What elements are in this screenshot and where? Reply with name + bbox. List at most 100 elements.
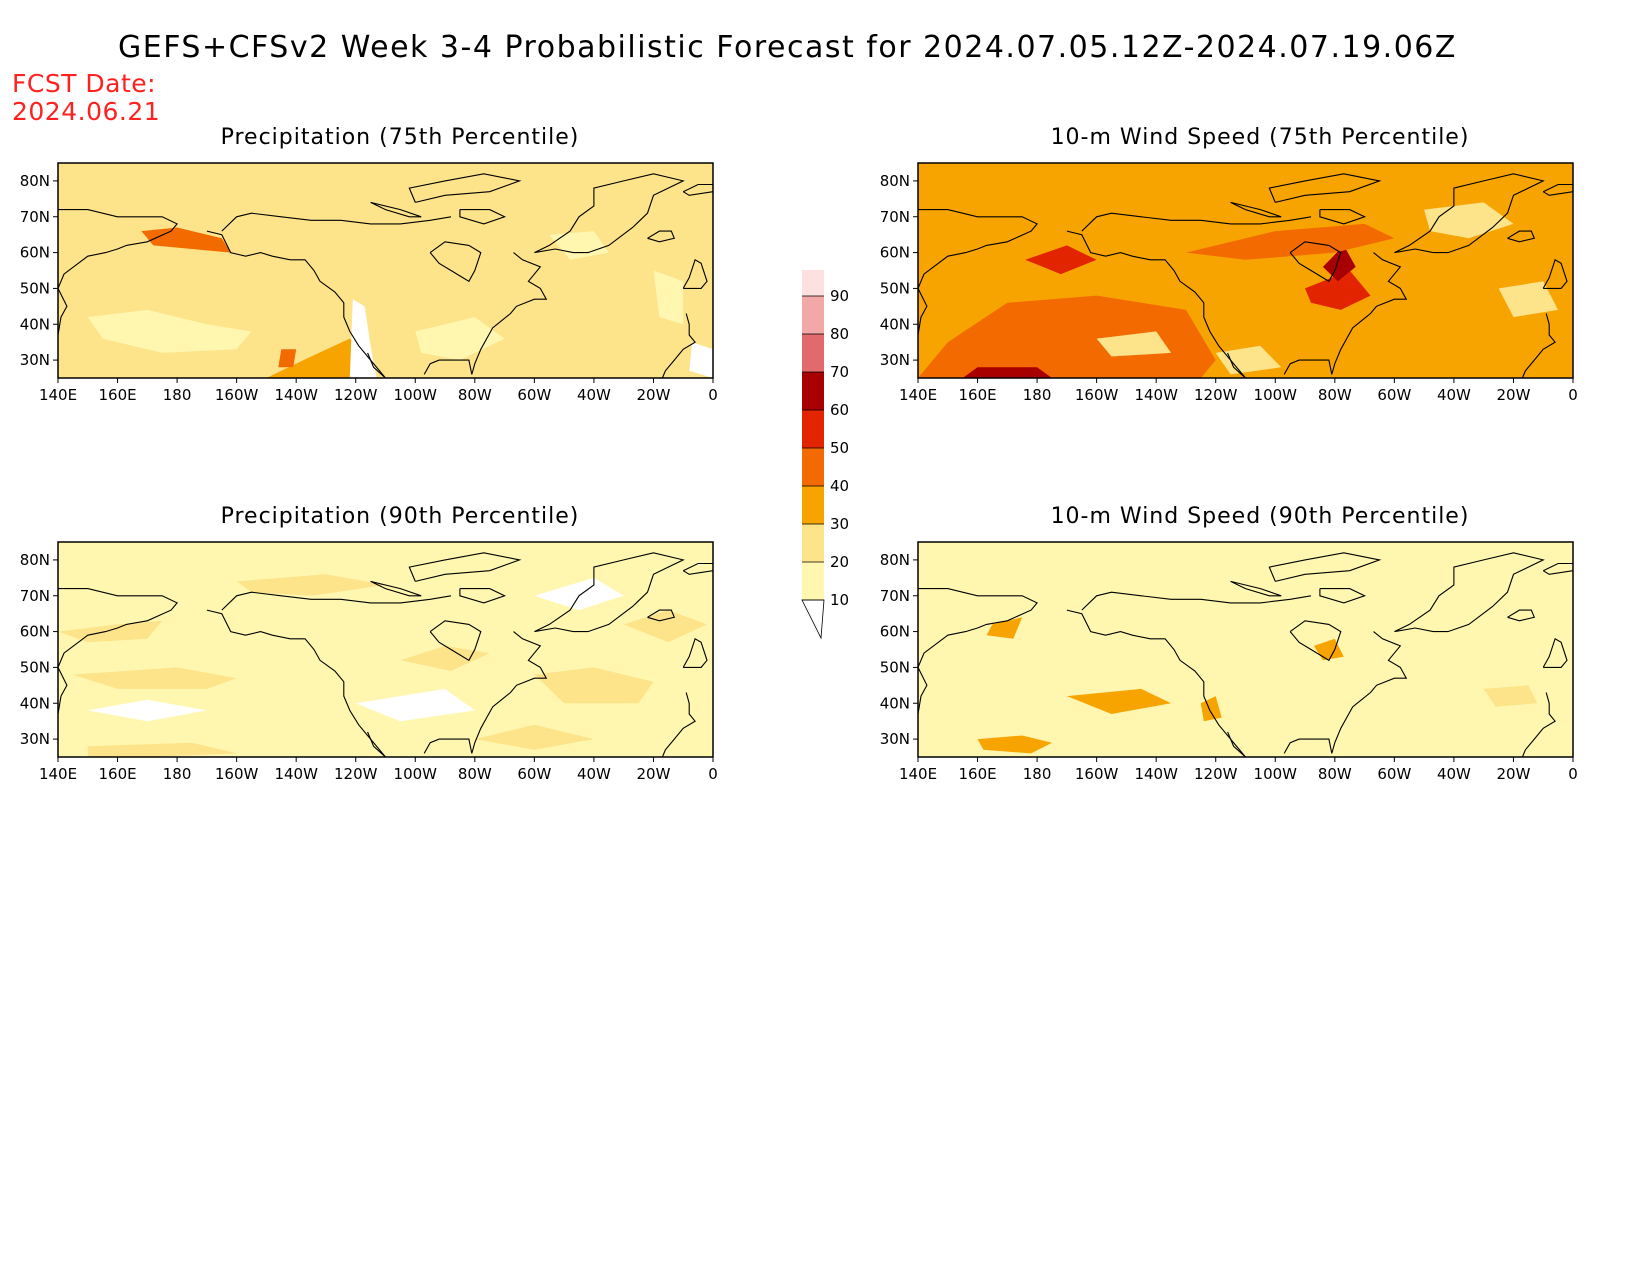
coastline — [1283, 252, 1408, 375]
lon-label: 40W — [577, 386, 611, 404]
colorbar-swatch — [802, 270, 824, 296]
probability-contour — [474, 724, 594, 750]
coastline — [459, 588, 507, 604]
map-wind-90: 80N 70N 60N 50N 40N 30N 140E 160E 180 160W 140W 120… — [880, 541, 1578, 783]
coastline — [647, 609, 676, 622]
coastline — [1507, 609, 1536, 622]
lon-label: 120W — [334, 386, 378, 404]
lon-label: 0 — [708, 765, 718, 783]
probability-contour — [236, 574, 386, 596]
coastline — [58, 588, 178, 715]
coastline — [1319, 209, 1367, 225]
map-fill — [918, 163, 1573, 378]
probability-contour — [1424, 595, 1499, 621]
lon-label: 140W — [1134, 765, 1178, 783]
lon-label: 140W — [274, 765, 318, 783]
coastline — [534, 173, 685, 254]
coastline — [367, 731, 386, 757]
lat-label: 80N — [880, 172, 910, 190]
probability-contour — [1096, 331, 1172, 357]
coastline — [918, 209, 1038, 336]
lat-label: 40N — [20, 315, 50, 333]
probability-contour — [141, 227, 231, 253]
lon-label: 160E — [958, 386, 996, 404]
coastline — [370, 580, 422, 597]
lat-label: 80N — [880, 551, 910, 569]
colorbar-swatch — [802, 296, 824, 334]
map-frame — [57, 541, 714, 758]
lon-label: 80W — [458, 765, 492, 783]
map-frame — [57, 162, 714, 379]
coastline — [1394, 552, 1545, 633]
lon-label: 140W — [1134, 386, 1178, 404]
colorbar-label: 70 — [830, 363, 849, 381]
lat-label: 80N — [20, 551, 50, 569]
probability-contour — [1364, 728, 1448, 747]
map-fill — [58, 542, 713, 757]
probability-contour — [1215, 345, 1282, 375]
lon-label: 180 — [1023, 386, 1052, 404]
probability-contour — [1186, 223, 1395, 260]
probability-contour — [1322, 245, 1356, 282]
coastline — [1227, 352, 1246, 378]
lon-label: 140E — [899, 765, 937, 783]
coastline — [206, 230, 386, 378]
lon-label: 120W — [334, 765, 378, 783]
coastline — [221, 212, 452, 232]
coastline — [534, 552, 685, 633]
colorbar-label: 50 — [830, 439, 849, 457]
lon-label: 100W — [394, 765, 438, 783]
coastline — [408, 173, 522, 203]
coastline — [1521, 313, 1556, 378]
lat-label: 60N — [880, 623, 910, 641]
probability-contour — [72, 667, 237, 689]
lon-label: 80W — [1318, 765, 1352, 783]
lon-label: 80W — [458, 386, 492, 404]
coastline — [1521, 692, 1556, 757]
probability-contour — [1305, 270, 1371, 310]
probability-contour — [1483, 685, 1538, 707]
coastline — [1394, 173, 1545, 254]
lat-label: 60N — [880, 244, 910, 262]
lat-label: 70N — [880, 587, 910, 605]
coastline — [423, 252, 548, 375]
coastline — [1268, 552, 1382, 582]
probability-contour — [58, 620, 163, 643]
colorbar-swatch — [802, 562, 824, 600]
probability-contour — [87, 309, 252, 353]
lon-label: 180 — [163, 765, 192, 783]
lat-label: 40N — [880, 694, 910, 712]
lat-label: 30N — [880, 730, 910, 748]
lat-label: 50N — [20, 658, 50, 676]
colorbar-swatch — [802, 334, 824, 372]
probability-contour — [278, 349, 297, 368]
probability-contour — [534, 577, 624, 611]
probability-contour — [549, 231, 609, 260]
probability-contour — [986, 617, 1023, 639]
lon-label: 60W — [1377, 386, 1411, 404]
coastline — [1289, 620, 1342, 662]
colorbar-label: 40 — [830, 477, 849, 495]
forecast-date-block: FCST Date: 2024.06.21 — [12, 70, 160, 126]
coastline — [58, 209, 178, 336]
lon-label: 0 — [708, 386, 718, 404]
lon-label: 100W — [394, 386, 438, 404]
lat-label: 70N — [20, 587, 50, 605]
coastline — [1319, 588, 1367, 604]
colorbar-swatch — [802, 448, 824, 486]
lon-label: 80W — [1318, 386, 1352, 404]
coastline — [682, 258, 708, 289]
lon-label: 160E — [958, 765, 996, 783]
lon-label: 20W — [636, 386, 670, 404]
coastline — [408, 552, 522, 582]
coastline — [1066, 230, 1246, 378]
lat-label: 50N — [880, 279, 910, 297]
colorbar-label: 80 — [830, 325, 849, 343]
colorbar-label: 30 — [830, 515, 849, 533]
lon-label: 160W — [215, 765, 259, 783]
probability-contour — [1498, 281, 1559, 318]
lat-label: 50N — [880, 658, 910, 676]
map-fill — [58, 163, 713, 378]
panel-wind-75: 10-m Wind Speed (75th Percentile) 80N 70N… — [880, 125, 1640, 445]
lon-label: 40W — [577, 765, 611, 783]
